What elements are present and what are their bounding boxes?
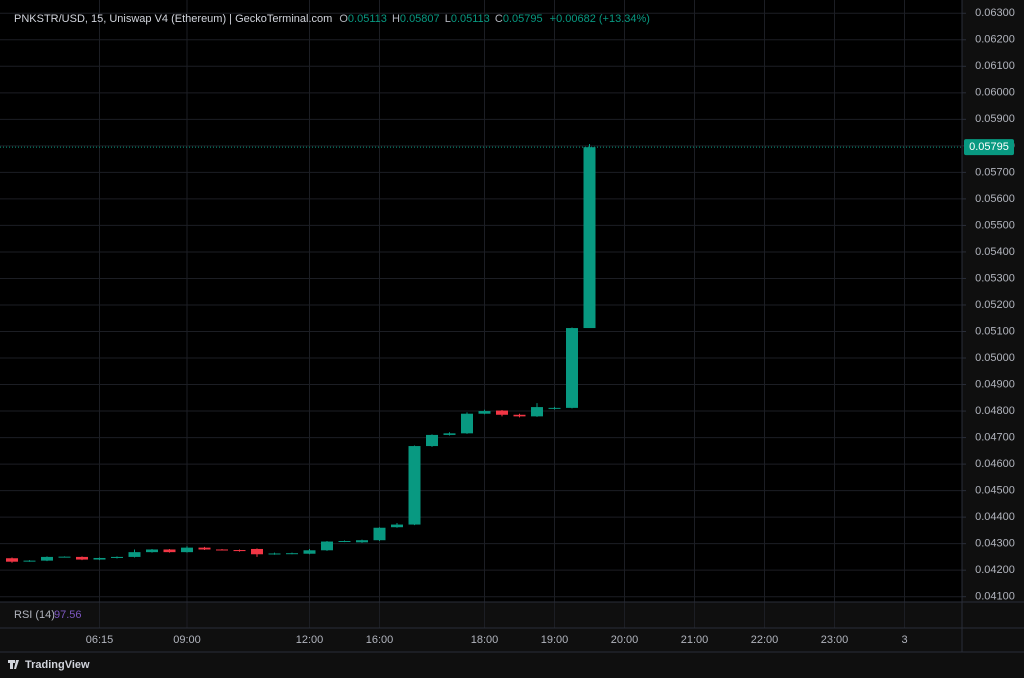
candle-body xyxy=(583,147,596,329)
candle-body xyxy=(163,549,176,553)
candle-body xyxy=(216,549,228,551)
ohlc-key: C xyxy=(495,13,503,25)
ohlc-key: H xyxy=(392,13,400,25)
candle-body xyxy=(58,556,71,558)
candle-body xyxy=(373,527,386,541)
y-tick-label: 0.04200 xyxy=(975,564,1015,576)
candle-body xyxy=(128,552,141,557)
rsi-value: 97.56 xyxy=(54,609,82,621)
last-price-label: 0.05795 xyxy=(969,141,1009,153)
y-tick-label: 0.04500 xyxy=(975,485,1015,497)
y-tick-label: 0.04400 xyxy=(975,511,1015,523)
y-tick-label: 0.04300 xyxy=(975,538,1015,550)
candle-body xyxy=(41,556,53,561)
rsi-label: RSI (14) xyxy=(14,609,55,621)
logo-icon xyxy=(8,660,19,669)
candle-body xyxy=(391,524,403,528)
y-tick-label: 0.04900 xyxy=(975,378,1015,390)
candle-body xyxy=(23,560,36,562)
x-tick-label: 09:00 xyxy=(173,634,201,646)
y-tick-label: 0.05200 xyxy=(975,299,1015,311)
candle-body xyxy=(531,407,543,417)
y-tick-label: 0.05500 xyxy=(975,219,1015,231)
candle-body xyxy=(548,407,561,409)
candle-body xyxy=(356,540,368,543)
candle-body xyxy=(303,550,316,554)
candle-body xyxy=(286,553,298,555)
candles xyxy=(6,144,596,563)
candle-body xyxy=(6,558,18,562)
candle-body xyxy=(268,553,281,555)
y-tick-label: 0.04700 xyxy=(975,431,1015,443)
y-tick-label: 0.05300 xyxy=(975,272,1015,284)
y-tick-label: 0.05600 xyxy=(975,193,1015,205)
ohlc-value: 0.05795 xyxy=(503,13,543,25)
x-tick-label: 18:00 xyxy=(471,634,499,646)
candle-body xyxy=(198,547,211,550)
candle-body xyxy=(513,414,526,417)
candle-body xyxy=(426,434,438,447)
x-tick-label: 19:00 xyxy=(541,634,569,646)
y-tick-label: 0.06100 xyxy=(975,60,1015,72)
candle-body xyxy=(111,556,123,558)
y-tick-label: 0.04100 xyxy=(975,591,1015,603)
x-tick-label: 23:00 xyxy=(821,634,849,646)
grid xyxy=(0,0,962,628)
candle-body xyxy=(93,557,106,560)
candle-body xyxy=(251,548,263,555)
ohlc-value: 0.05113 xyxy=(348,13,387,25)
y-tick-label: 0.04800 xyxy=(975,405,1015,417)
y-tick-label: 0.05700 xyxy=(975,166,1015,178)
change: +0.00682 (+13.34%) xyxy=(550,13,650,25)
x-tick-label: 16:00 xyxy=(366,634,394,646)
y-tick-label: 0.06000 xyxy=(975,87,1015,99)
y-tick-label: 0.05100 xyxy=(975,325,1015,337)
candle-body xyxy=(338,541,351,543)
x-tick-label: 20:00 xyxy=(611,634,639,646)
price-pane xyxy=(0,0,962,602)
x-tick-label: 3 xyxy=(901,634,907,646)
ohlc-value: 0.05113 xyxy=(451,13,490,25)
candle-body xyxy=(321,541,333,551)
footer-brand: TradingView xyxy=(25,659,90,671)
x-tick-label: 06:15 xyxy=(86,634,114,646)
y-tick-label: 0.05400 xyxy=(975,246,1015,258)
candle-body xyxy=(443,433,456,435)
symbol: PNKSTR/USD, 15, Uniswap V4 (Ethereum) | … xyxy=(14,13,332,25)
last-price-box xyxy=(964,139,1014,156)
ohlc-key: O xyxy=(339,13,348,25)
candle-body xyxy=(478,411,491,414)
candle-body xyxy=(76,556,88,560)
candle-body xyxy=(181,547,193,553)
candle-body xyxy=(461,413,473,434)
y-tick-label: 0.06200 xyxy=(975,34,1015,46)
candle-body xyxy=(566,328,578,408)
header: PNKSTR/USD, 15, Uniswap V4 (Ethereum) | … xyxy=(14,13,650,25)
y-tick-label: 0.05900 xyxy=(975,113,1015,125)
y-tick-label: 0.06300 xyxy=(975,7,1015,19)
candle-body xyxy=(408,446,421,525)
ohlc-value: 0.05807 xyxy=(400,13,440,25)
y-tick-label: 0.05000 xyxy=(975,352,1015,364)
candle-body xyxy=(146,549,158,553)
candle-body xyxy=(233,550,246,552)
candle-body xyxy=(496,410,508,415)
logo: TradingView xyxy=(8,659,90,671)
x-tick-label: 22:00 xyxy=(751,634,779,646)
x-tick-label: 12:00 xyxy=(296,634,324,646)
x-tick-label: 21:00 xyxy=(681,634,709,646)
ohlc-key: L xyxy=(445,13,451,25)
y-tick-label: 0.04600 xyxy=(975,458,1015,470)
